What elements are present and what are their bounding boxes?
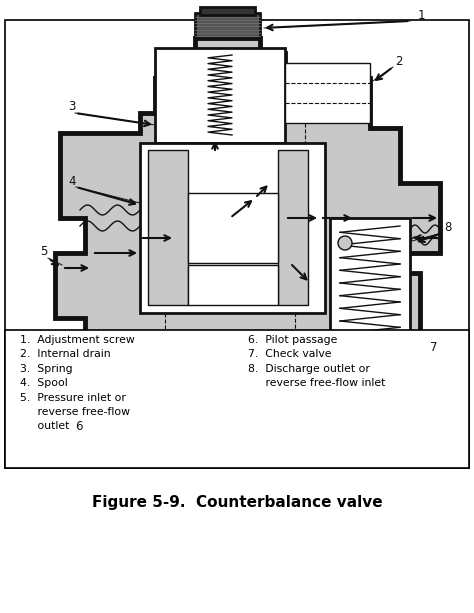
- Text: 2: 2: [395, 55, 402, 68]
- Bar: [330, 218, 410, 348]
- Bar: [140, 383, 350, 438]
- Bar: [148, 150, 188, 305]
- Text: 6: 6: [75, 420, 82, 433]
- Bar: [195, 13, 260, 38]
- Bar: [188, 265, 278, 305]
- Bar: [278, 150, 308, 305]
- Text: 6.  Pilot passage
7.  Check valve
8.  Discharge outlet or
     reverse free-flow: 6. Pilot passage 7. Check valve 8. Disch…: [248, 335, 385, 388]
- Text: 7: 7: [430, 341, 438, 354]
- Bar: [155, 48, 285, 143]
- Bar: [200, 7, 255, 15]
- Polygon shape: [55, 38, 440, 443]
- Text: Figure 5-9.  Counterbalance valve: Figure 5-9. Counterbalance valve: [91, 495, 383, 511]
- Text: 8: 8: [444, 221, 451, 234]
- Bar: [140, 143, 325, 313]
- Text: 1: 1: [418, 9, 426, 22]
- Text: 3: 3: [68, 100, 75, 113]
- Text: 5: 5: [40, 245, 47, 258]
- Text: 4: 4: [68, 175, 75, 188]
- Bar: [188, 193, 278, 263]
- Bar: [5, 330, 469, 468]
- Bar: [5, 20, 469, 468]
- Text: 1.  Adjustment screw
2.  Internal drain
3.  Spring
4.  Spool
5.  Pressure inlet : 1. Adjustment screw 2. Internal drain 3.…: [20, 335, 135, 432]
- Circle shape: [338, 236, 352, 250]
- Bar: [285, 63, 370, 123]
